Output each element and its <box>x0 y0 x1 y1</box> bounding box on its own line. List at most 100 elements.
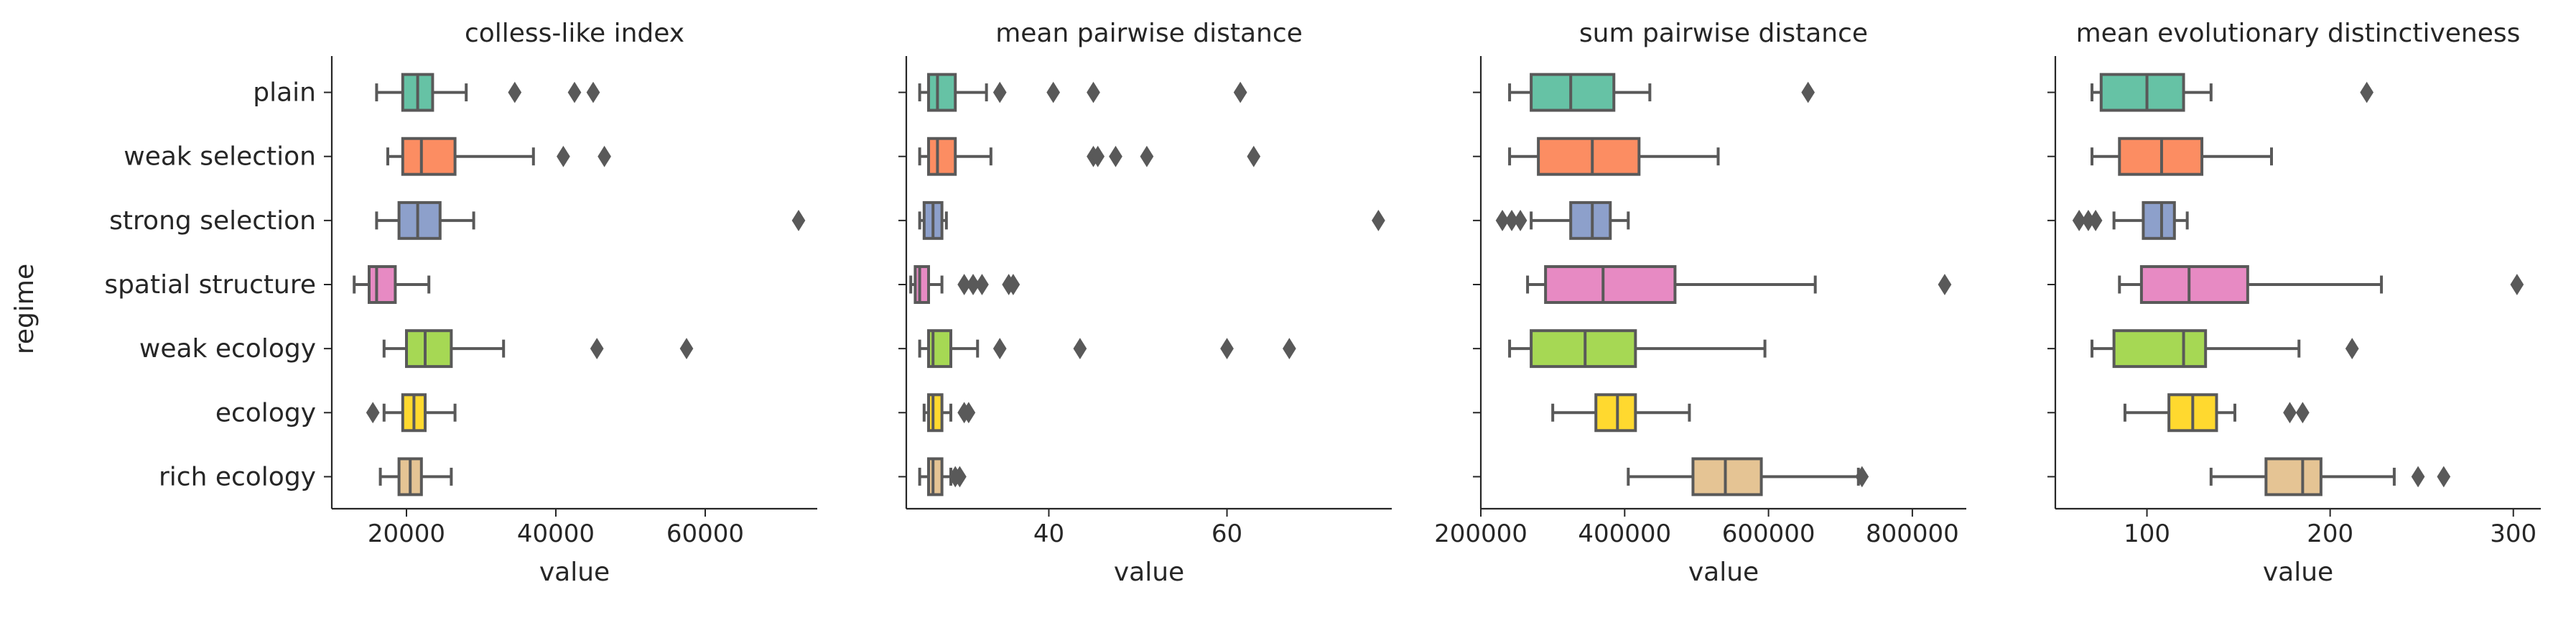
panel-4: mean evolutionary distinctiveness 100 200 3… <box>2047 19 2541 587</box>
box-iqr <box>2112 329 2208 369</box>
box-iqr <box>1594 393 1637 433</box>
outlier-marker <box>2081 210 2096 231</box>
outlier-marker <box>966 274 980 295</box>
box-spatial-structure <box>2118 265 2524 304</box>
box-weak-ecology <box>918 329 1296 369</box>
box-strong-selection <box>918 200 1385 240</box>
outlier-marker <box>1513 210 1528 231</box>
x-axis-label: value <box>2263 558 2333 587</box>
outlier-marker <box>2283 402 2297 424</box>
y-tick-label: ecology <box>215 398 316 428</box>
outlier-marker <box>1233 81 1247 103</box>
y-tick-label: rich ecology <box>159 462 316 491</box>
outlier-marker <box>1087 81 1100 103</box>
box-weak-selection <box>2091 137 2274 176</box>
outlier-marker <box>1006 274 1020 295</box>
outlier-marker <box>962 402 976 424</box>
box-iqr <box>405 329 453 369</box>
panel-1: colless-like index plain weak selection str… <box>104 19 817 587</box>
outlier-marker <box>586 81 600 103</box>
box-strong-selection <box>2072 200 2189 240</box>
box-iqr <box>401 137 457 176</box>
outlier-marker <box>2510 274 2524 295</box>
y-axis-label: regime <box>10 264 39 354</box>
box-rich-ecology <box>1627 457 1869 497</box>
box-rich-ecology <box>918 457 967 497</box>
outlier-marker <box>508 81 522 103</box>
outlier-marker <box>953 466 967 488</box>
box-ecology <box>2123 393 2310 433</box>
outlier-marker <box>1247 145 1261 167</box>
box-iqr <box>397 200 442 240</box>
outlier-marker <box>1505 210 1519 231</box>
outlier-marker <box>2360 81 2374 103</box>
y-tick-label: plain <box>253 78 316 108</box>
x-tick-label: 60000 <box>666 520 744 548</box>
x-tick-label: 800000 <box>1866 520 1959 548</box>
box-spatial-structure <box>1526 265 1952 304</box>
box-rich-ecology <box>378 457 453 497</box>
box-iqr <box>1537 137 1641 176</box>
box-weak-selection <box>386 137 611 176</box>
outlier-marker <box>2296 402 2310 424</box>
box-iqr <box>1530 329 1637 369</box>
outlier-marker <box>1372 210 1385 231</box>
box-spatial-structure <box>353 265 431 304</box>
outlier-marker <box>1855 466 1869 488</box>
outlier-marker <box>1140 145 1154 167</box>
box-plain <box>2091 73 2374 112</box>
x-tick-label: 60 <box>1212 520 1242 548</box>
x-tick-label: 400000 <box>1578 520 1671 548</box>
outlier-marker <box>567 81 582 103</box>
box-plain <box>375 73 600 112</box>
outlier-marker <box>1073 338 1087 359</box>
outlier-marker <box>557 145 570 167</box>
outlier-marker <box>992 338 1007 359</box>
outlier-marker <box>957 274 971 295</box>
panel-3: sum pairwise distance 200000 400000 600000 8… <box>1434 19 1966 587</box>
x-tick-label: 40 <box>1033 520 1064 548</box>
outlier-marker <box>1495 210 1510 231</box>
outlier-marker <box>975 274 989 295</box>
box-spatial-structure <box>909 265 1020 304</box>
outlier-marker <box>679 338 694 359</box>
box-strong-selection <box>375 200 806 240</box>
box-weak-ecology <box>382 329 694 369</box>
panel-2: mean pairwise distance 40 60 value <box>898 19 1392 587</box>
outlier-marker <box>2437 466 2451 488</box>
box-ecology <box>922 393 976 433</box>
box-iqr <box>1691 457 1763 497</box>
box-ecology <box>1551 393 1691 433</box>
box-ecology <box>366 393 457 433</box>
outlier-marker <box>992 81 1007 103</box>
x-tick-label: 200 <box>2307 520 2353 548</box>
box-iqr <box>2099 73 2185 112</box>
box-iqr <box>1544 265 1677 304</box>
outlier-marker <box>2072 210 2086 231</box>
box-plain <box>918 73 1247 112</box>
x-tick-label: 40000 <box>517 520 595 548</box>
box-weak-selection <box>918 137 1261 176</box>
outlier-marker <box>366 402 380 424</box>
box-iqr <box>927 137 957 176</box>
outlier-marker <box>2345 338 2359 359</box>
box-iqr <box>927 393 944 433</box>
outlier-marker <box>791 210 806 231</box>
outlier-marker <box>1283 338 1296 359</box>
box-iqr <box>2142 200 2176 240</box>
outlier-marker <box>1091 145 1105 167</box>
box-weak-selection <box>1508 137 1720 176</box>
y-tick-label: strong selection <box>109 206 316 236</box>
box-iqr <box>2264 457 2322 497</box>
panel-title: mean evolutionary distinctiveness <box>2076 19 2521 48</box>
x-tick-label: 200000 <box>1434 520 1528 548</box>
outlier-marker <box>1109 145 1122 167</box>
outlier-marker <box>1938 274 1952 295</box>
x-tick-label: 100 <box>2124 520 2170 548</box>
x-axis-label: value <box>1688 558 1759 587</box>
panel-title: sum pairwise distance <box>1579 19 1868 48</box>
x-tick-label: 300 <box>2490 520 2537 548</box>
box-iqr <box>1569 200 1612 240</box>
